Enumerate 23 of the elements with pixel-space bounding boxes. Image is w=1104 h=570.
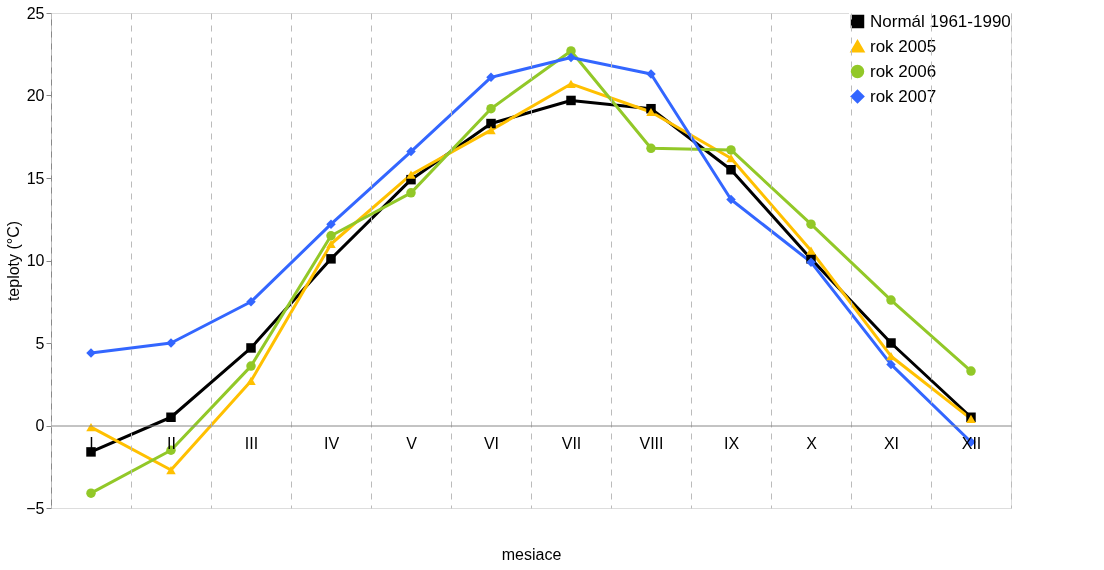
x-tick-label: VII [561,435,582,452]
x-tick-label: XI [883,435,900,452]
legend-label: Normál 1961-1990 [870,11,1011,31]
y-tick-label: 0 [35,417,45,434]
legend-label: rok 2005 [870,36,937,56]
y-tick-label: 10 [26,252,45,269]
y-tick-label: 25 [26,4,45,22]
x-tick-label: III [244,435,259,452]
y-tick-label: −5 [26,499,45,517]
y-tick-label: 5 [35,334,45,352]
legend-label: rok 2006 [870,61,937,81]
legend-label: rok 2007 [870,86,937,106]
x-axis-title: mesiace [501,545,562,563]
y-tick-label: 20 [26,87,45,104]
x-tick-label: XII [961,435,982,452]
y-tick-label: 15 [26,169,45,187]
x-tick-label: IV [323,435,340,452]
x-tick-label: X [806,435,818,452]
x-tick-label: VIII [639,435,664,452]
x-tick-label: V [406,435,418,452]
x-tick-label: IX [723,435,740,452]
y-axis-title: teploty (°C) [5,220,23,302]
x-tick-label: VI [483,435,500,452]
